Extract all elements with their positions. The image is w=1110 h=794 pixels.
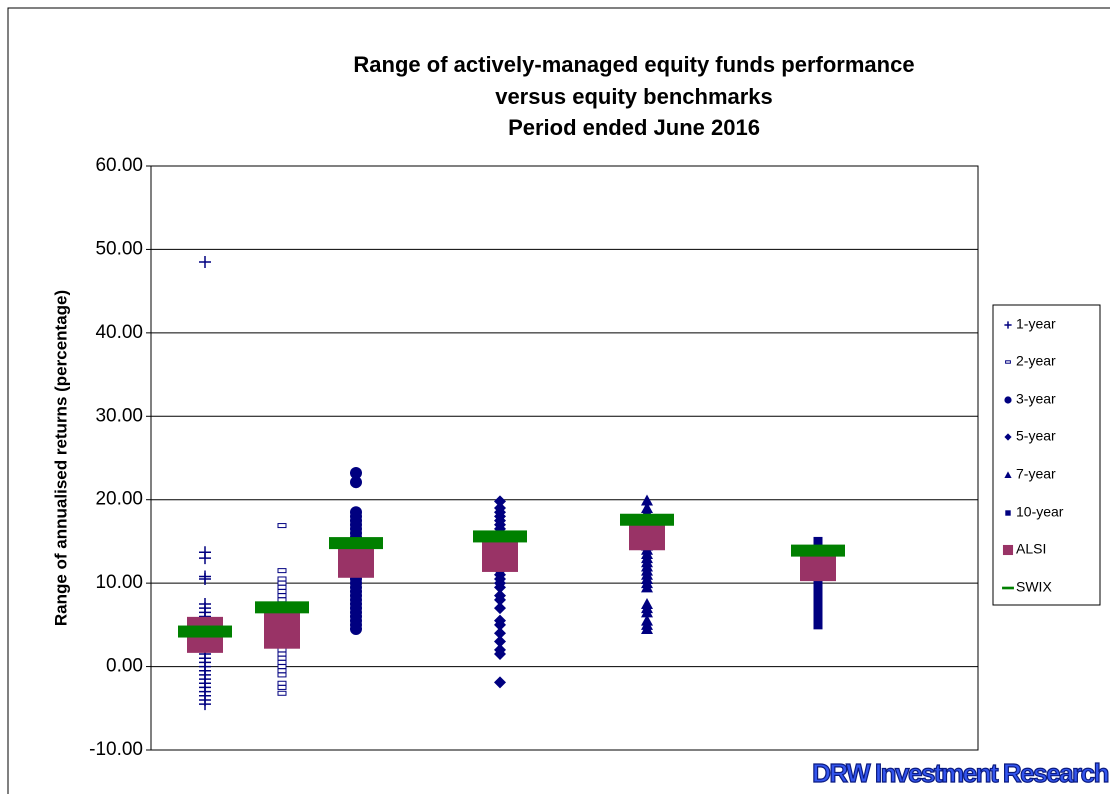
marker-dash [277,655,287,661]
marker-triangle [641,623,653,635]
marker-swix [329,537,383,550]
legend-label: 2-year [1016,353,1056,369]
y-tick-label: 30.00 [95,405,143,426]
legend-label: ALSI [1016,541,1046,557]
marker-dash [277,523,287,529]
legend-marker [1004,396,1012,404]
y-tick-label: 60.00 [95,155,143,176]
legend-marker [1005,360,1011,364]
marker-dash [277,568,287,574]
marker-dash [277,597,287,603]
marker-dash [277,659,287,665]
legend-label: 1-year [1016,316,1056,332]
marker-square [813,603,823,613]
plot-area [150,165,979,751]
frame [7,7,1110,794]
marker-triangle [641,494,653,506]
marker-swix [255,601,309,614]
legend-marker [1004,433,1012,441]
marker-dash [277,664,287,670]
marker-swix [620,513,674,526]
marker-diamond [494,602,506,615]
marker-diamond [494,581,506,594]
marker-diamond [494,495,506,508]
legend-marker [1002,544,1014,556]
marker-diamond [494,593,506,606]
legend-marker [1002,586,1014,590]
y-axis-label: Range of annualised returns (percentage) [51,290,70,626]
marker-square [813,595,823,605]
legend-label: 5-year [1016,428,1056,444]
legend-label: SWIX [1016,579,1052,595]
marker-dash [277,593,287,599]
marker-plus [199,552,211,565]
marker-circle [350,467,362,480]
marker-diamond [494,648,506,661]
legend-label: 7-year [1016,466,1056,482]
marker-circle [350,476,362,489]
marker-square [813,578,823,588]
chart-title: Range of actively-managed equity funds p… [353,52,914,77]
y-tick-label: -10.00 [89,739,143,760]
marker-dash [277,588,287,594]
marker-plus [199,255,211,268]
marker-alsi [264,612,300,649]
marker-swix [791,544,845,557]
marker-triangle [641,606,653,618]
legend-box [992,304,1101,606]
marker-square [813,586,823,596]
marker-dash [277,651,287,657]
marker-square [813,620,823,630]
marker-dash [277,584,287,590]
marker-dash [277,576,287,582]
y-tick-label: 10.00 [95,572,143,593]
y-tick-label: 20.00 [95,489,143,510]
marker-plus [199,572,211,585]
marker-dash [277,580,287,586]
legend-label: 3-year [1016,391,1056,407]
chart-title: Period ended June 2016 [508,115,760,140]
y-tick-label: 40.00 [95,322,143,343]
marker-swix [473,530,527,543]
marker-dash [277,690,287,696]
y-tick-label: 50.00 [95,238,143,259]
marker-triangle [641,581,653,593]
legend-label: 10-year [1016,504,1064,520]
marker-diamond [494,676,506,689]
marker-dash [277,680,287,686]
legend-marker [1004,471,1012,478]
marker-diamond [494,618,506,631]
marker-dash [277,684,287,690]
legend-marker [1004,321,1012,329]
marker-diamond [494,627,506,640]
marker-diamond [494,635,506,648]
marker-plus [199,698,211,711]
marker-dash [277,672,287,678]
marker-circle [350,623,362,636]
chart-title: versus equity benchmarks [495,84,773,109]
marker-swix [178,625,232,638]
marker-dash [277,668,287,674]
legend-marker [1005,510,1011,516]
watermark: DRW Investment Research [812,758,1109,788]
y-tick-label: 0.00 [106,656,143,677]
